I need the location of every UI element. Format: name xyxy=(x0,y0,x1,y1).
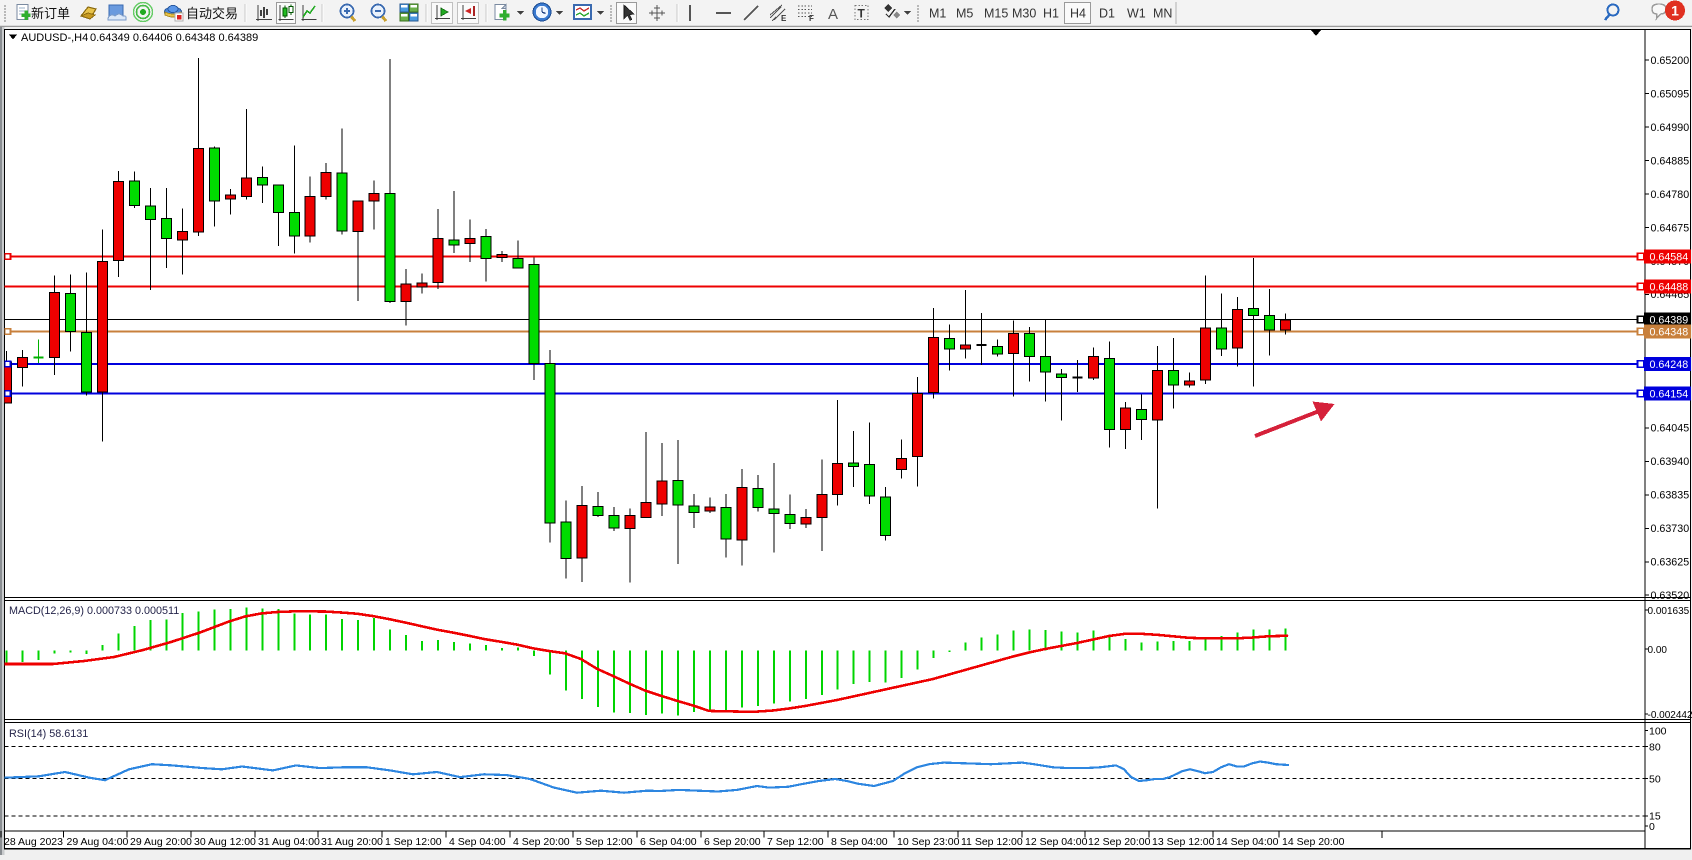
svg-text:4 Sep 04:00: 4 Sep 04:00 xyxy=(449,836,506,848)
svg-text:0.64675: 0.64675 xyxy=(1651,222,1690,234)
svg-text:1 Sep 12:00: 1 Sep 12:00 xyxy=(385,836,442,848)
svg-text:0.63940: 0.63940 xyxy=(1651,456,1690,468)
svg-text:W1: W1 xyxy=(1127,7,1146,21)
svg-text:8 Sep 04:00: 8 Sep 04:00 xyxy=(831,836,888,848)
svg-text:80: 80 xyxy=(1649,741,1661,753)
svg-text:自动交易: 自动交易 xyxy=(186,6,238,21)
svg-text:31 Aug 04:00: 31 Aug 04:00 xyxy=(258,836,320,848)
svg-text:0.63835: 0.63835 xyxy=(1651,490,1690,502)
svg-text:31 Aug 20:00: 31 Aug 20:00 xyxy=(321,836,383,848)
svg-text:0.64349 0.64406 0.64348 0.6438: 0.64349 0.64406 0.64348 0.64389 xyxy=(90,32,258,44)
svg-text:0.63520: 0.63520 xyxy=(1651,590,1690,602)
svg-text:0.64990: 0.64990 xyxy=(1651,122,1690,134)
svg-text:0.64780: 0.64780 xyxy=(1651,189,1690,201)
svg-text:D1: D1 xyxy=(1099,7,1115,21)
svg-text:0: 0 xyxy=(1649,821,1655,833)
svg-text:0.64248: 0.64248 xyxy=(1650,359,1689,371)
svg-text:0.001635: 0.001635 xyxy=(1648,606,1690,617)
svg-text:M5: M5 xyxy=(956,7,973,21)
svg-text:13 Sep 12:00: 13 Sep 12:00 xyxy=(1152,836,1215,848)
svg-text:0.63730: 0.63730 xyxy=(1651,523,1690,535)
svg-text:0.64885: 0.64885 xyxy=(1651,155,1690,167)
svg-text:0.64584: 0.64584 xyxy=(1650,251,1689,263)
svg-text:14 Sep 04:00: 14 Sep 04:00 xyxy=(1216,836,1279,848)
svg-text:0.64488: 0.64488 xyxy=(1650,281,1689,293)
svg-text:M15: M15 xyxy=(984,7,1008,21)
svg-text:RSI(14) 58.6131: RSI(14) 58.6131 xyxy=(9,728,88,740)
svg-text:MACD(12,26,9) 0.000733 0.00051: MACD(12,26,9) 0.000733 0.000511 xyxy=(9,605,179,617)
svg-text:0.00: 0.00 xyxy=(1648,645,1668,656)
svg-text:11 Sep 12:00: 11 Sep 12:00 xyxy=(961,836,1023,848)
svg-text:0.64348: 0.64348 xyxy=(1650,326,1689,338)
svg-text:29 Aug 04:00: 29 Aug 04:00 xyxy=(67,836,129,848)
svg-text:F: F xyxy=(809,14,814,23)
svg-text:50: 50 xyxy=(1649,773,1661,785)
svg-text:5 Sep 12:00: 5 Sep 12:00 xyxy=(576,836,633,848)
svg-text:6 Sep 04:00: 6 Sep 04:00 xyxy=(640,836,697,848)
svg-text:T: T xyxy=(858,7,866,21)
svg-text:4 Sep 20:00: 4 Sep 20:00 xyxy=(513,836,570,848)
svg-text:100: 100 xyxy=(1649,725,1667,737)
svg-text:0.63625: 0.63625 xyxy=(1651,557,1690,569)
svg-text:28 Aug 2023: 28 Aug 2023 xyxy=(4,836,63,848)
svg-text:新订单: 新订单 xyxy=(31,6,70,21)
svg-text:A: A xyxy=(828,6,838,23)
svg-text:H4: H4 xyxy=(1070,7,1086,21)
svg-text:6 Sep 20:00: 6 Sep 20:00 xyxy=(704,836,761,848)
svg-text:-0.002442: -0.002442 xyxy=(1648,710,1692,721)
svg-text:H1: H1 xyxy=(1043,7,1059,21)
svg-text:MN: MN xyxy=(1153,7,1172,21)
svg-text:E: E xyxy=(781,14,787,23)
svg-text:0.64154: 0.64154 xyxy=(1650,388,1689,400)
svg-text:M30: M30 xyxy=(1012,7,1036,21)
svg-text:7 Sep 12:00: 7 Sep 12:00 xyxy=(767,836,824,848)
svg-text:0.65200: 0.65200 xyxy=(1651,55,1690,67)
svg-text:1: 1 xyxy=(1671,3,1679,19)
svg-text:AUDUSD-,H4: AUDUSD-,H4 xyxy=(21,32,88,44)
svg-text:14 Sep 20:00: 14 Sep 20:00 xyxy=(1282,836,1345,848)
svg-text:10 Sep 23:00: 10 Sep 23:00 xyxy=(897,836,960,848)
svg-text:30 Aug 12:00: 30 Aug 12:00 xyxy=(194,836,256,848)
svg-text:12 Sep 20:00: 12 Sep 20:00 xyxy=(1088,836,1151,848)
svg-text:M1: M1 xyxy=(929,7,946,21)
svg-text:12 Sep 04:00: 12 Sep 04:00 xyxy=(1025,836,1088,848)
svg-text:29 Aug 20:00: 29 Aug 20:00 xyxy=(130,836,192,848)
svg-text:0.64045: 0.64045 xyxy=(1651,423,1690,435)
svg-text:0.65095: 0.65095 xyxy=(1651,88,1690,100)
